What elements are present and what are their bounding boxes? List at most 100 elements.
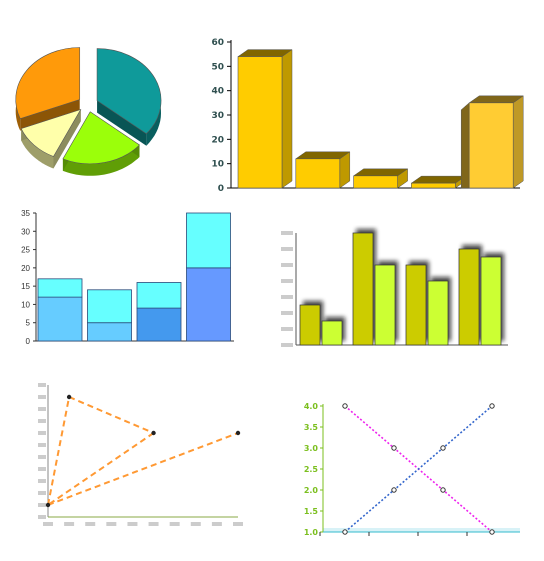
y-tick-label: 35 — [21, 209, 30, 218]
x-tick-placeholder — [211, 522, 222, 526]
stacked-bar-segment — [136, 307, 182, 342]
y-tick-placeholder — [281, 263, 293, 267]
data-point — [151, 430, 156, 436]
bar — [411, 182, 456, 189]
pie-chart — [15, 47, 162, 176]
y-tick-label: 0 — [26, 337, 31, 346]
pie-slice — [15, 47, 81, 120]
data-point — [235, 430, 241, 436]
x-tick-placeholder — [169, 522, 180, 526]
y-tick-placeholder — [281, 311, 293, 315]
y-tick-label: 25 — [21, 246, 30, 255]
y-tick-placeholder — [38, 479, 46, 483]
grouped-bar — [405, 264, 427, 346]
bar-side — [460, 102, 470, 189]
pie-slice-side — [62, 145, 140, 176]
y-tick-label: 50 — [211, 62, 224, 72]
pie-slice-cut — [53, 109, 81, 169]
bar — [468, 102, 514, 189]
stacked-bar-segment — [87, 322, 132, 342]
y-tick-label: 3.5 — [304, 423, 319, 432]
y-tick-label: 3.0 — [304, 444, 319, 453]
grouped-bar — [427, 280, 449, 346]
data-point — [45, 502, 51, 508]
bar-side — [281, 49, 293, 189]
pie-slice — [20, 108, 82, 157]
line-segment — [68, 396, 154, 434]
y-tick-placeholder — [281, 343, 293, 347]
bar — [353, 175, 398, 189]
bar — [237, 56, 283, 189]
y-tick-label: 2.0 — [304, 486, 319, 495]
pie-slice-cut — [20, 99, 80, 131]
bar-top — [237, 49, 293, 57]
y-tick-label: 10 — [211, 160, 224, 170]
bar-top — [468, 95, 524, 104]
y-tick-label: 60 — [211, 38, 224, 48]
y-tick-placeholder — [38, 515, 46, 519]
y-tick-placeholder — [38, 443, 46, 447]
pie-slice-side — [21, 128, 54, 169]
line-series — [344, 405, 493, 533]
data-point — [440, 487, 446, 493]
y-tick-label: 20 — [21, 264, 30, 273]
bar-top — [295, 151, 351, 160]
stacked-bar-segment — [186, 267, 231, 342]
x-tick-placeholder — [64, 522, 75, 526]
grouped-bar — [458, 248, 480, 346]
y-tick-placeholder — [38, 455, 46, 459]
y-tick-label: 5 — [26, 319, 31, 328]
x-tick-placeholder — [106, 522, 117, 526]
y-tick-placeholder — [281, 295, 293, 299]
x-tick-placeholder — [233, 522, 243, 526]
data-point — [342, 529, 348, 535]
data-point — [440, 445, 446, 451]
y-tick-label: 4.0 — [304, 402, 319, 411]
y-tick-placeholder — [281, 279, 293, 283]
y-tick-label: 30 — [211, 111, 224, 121]
y-tick-label: 1.0 — [304, 528, 319, 537]
grouped-bar — [352, 232, 374, 346]
stacked-bar-segment — [37, 296, 83, 342]
grouped-bar — [321, 320, 343, 346]
pie-slice — [62, 111, 140, 165]
stacked-bar-segment — [87, 289, 132, 324]
x-tick-placeholder — [190, 522, 201, 526]
grouped-bar — [480, 256, 502, 346]
y-tick-placeholder — [281, 231, 293, 235]
stacked-bar-segment — [186, 212, 231, 269]
x-tick-placeholder — [127, 522, 138, 526]
crossing-line-chart: 1.0 1.5 2.0 2.5 3.0 3.5 4.0 — [304, 402, 520, 537]
line-segment — [47, 432, 155, 506]
y-tick-placeholder — [281, 247, 293, 251]
x-tick-placeholder — [85, 522, 96, 526]
data-point — [66, 394, 72, 400]
bar-chart-3d: 0 10 20 30 40 50 60 — [211, 38, 524, 194]
data-point — [342, 403, 348, 409]
y-tick-label: 15 — [21, 282, 30, 291]
y-tick-placeholder — [38, 503, 46, 507]
y-tick-placeholder — [38, 407, 46, 411]
data-point — [391, 487, 397, 493]
stacked-bar-segment — [136, 282, 182, 309]
x-axis-band — [323, 528, 520, 532]
y-tick-placeholder — [38, 383, 46, 387]
y-tick-placeholder — [38, 419, 46, 423]
y-tick-placeholder — [38, 431, 46, 435]
line-segment — [47, 432, 239, 506]
stacked-bar-chart: 0 5 10 15 20 25 30 35 — [21, 209, 234, 346]
y-tick-label: 2.5 — [304, 465, 319, 474]
bar-top — [410, 175, 467, 184]
dashed-line-chart — [38, 383, 243, 526]
y-tick-label: 20 — [211, 135, 224, 145]
pie-slice-cut — [97, 100, 147, 146]
y-tick-label: 0 — [218, 184, 224, 194]
y-tick-label: 1.5 — [304, 507, 319, 516]
pie-slice — [96, 48, 162, 135]
y-tick-placeholder — [38, 491, 46, 495]
y-tick-placeholder — [38, 395, 46, 399]
data-point — [489, 403, 495, 409]
x-tick-placeholder — [148, 522, 159, 526]
y-tick-placeholder — [281, 327, 293, 331]
